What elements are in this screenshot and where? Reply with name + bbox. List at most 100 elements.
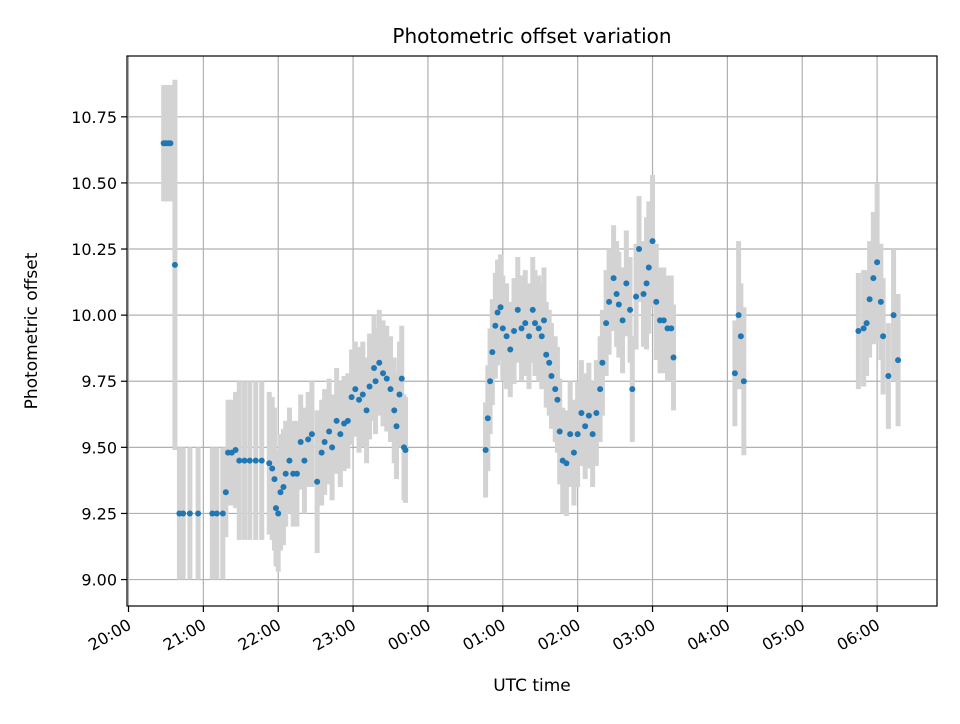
data-point <box>171 261 178 268</box>
data-point <box>286 457 293 464</box>
data-point <box>391 407 398 414</box>
data-point <box>540 317 547 324</box>
data-point <box>186 510 193 517</box>
data-point <box>660 317 667 324</box>
data-point <box>548 372 555 379</box>
x-tick-label: 01:00 <box>459 615 508 655</box>
data-point <box>589 431 596 438</box>
data-point <box>623 280 630 287</box>
data-point <box>874 259 881 266</box>
data-point <box>552 386 559 393</box>
x-axis-label: UTC time <box>493 676 571 696</box>
data-point <box>518 325 525 332</box>
y-tick-label: 10.75 <box>71 108 117 127</box>
data-point <box>383 375 390 382</box>
data-point <box>326 428 333 435</box>
y-tick-label: 9.75 <box>81 372 117 391</box>
data-point <box>236 457 243 464</box>
data-point <box>297 439 304 446</box>
data-point <box>870 275 877 282</box>
data-point <box>372 378 379 385</box>
data-point <box>543 351 550 358</box>
x-tick-label: 23:00 <box>310 615 359 655</box>
data-point <box>668 325 675 332</box>
data-point <box>277 489 284 496</box>
data-point <box>556 428 563 435</box>
data-point <box>396 391 403 398</box>
data-point <box>499 325 506 332</box>
data-point <box>489 349 496 356</box>
data-point <box>213 510 220 517</box>
data-point <box>640 290 647 297</box>
data-point <box>740 378 747 385</box>
data-point <box>535 325 542 332</box>
data-point <box>563 460 570 467</box>
data-point <box>877 298 884 305</box>
data-point <box>252 457 259 464</box>
data-point <box>497 304 504 311</box>
data-point <box>195 510 202 517</box>
error-bars <box>161 79 901 580</box>
data-point <box>514 306 521 313</box>
data-point <box>180 510 187 517</box>
data-point <box>554 396 561 403</box>
data-point <box>599 359 606 366</box>
grid-lines <box>127 56 937 606</box>
data-point <box>272 505 279 512</box>
data-point <box>344 417 351 424</box>
data-point <box>167 140 174 147</box>
data-point <box>610 275 617 282</box>
chart-title: Photometric offset variation <box>392 24 671 48</box>
x-axis: 20:00 21:00 22:00 23:00 00:00 01:00 02:00 03:00… <box>85 606 883 655</box>
y-tick-label: 9.50 <box>81 438 117 457</box>
data-point <box>511 328 518 334</box>
data-point <box>653 298 660 305</box>
data-point <box>629 386 636 393</box>
data-point <box>402 446 409 453</box>
data-point <box>352 386 359 393</box>
data-point <box>363 407 370 414</box>
data-point <box>597 386 604 393</box>
data-point <box>855 328 862 334</box>
data-point <box>348 394 355 401</box>
data-point <box>492 322 499 329</box>
x-tick-label: 20:00 <box>85 615 134 655</box>
data-point <box>731 370 738 377</box>
data-point <box>619 317 626 324</box>
data-point <box>321 439 328 446</box>
data-point <box>222 489 229 496</box>
data-point <box>494 309 501 316</box>
data-point <box>209 510 216 517</box>
data-point <box>359 391 366 398</box>
data-point <box>615 301 622 308</box>
data-point <box>645 264 652 271</box>
data-point <box>282 470 289 477</box>
data-point <box>633 293 640 300</box>
data-point <box>531 320 538 327</box>
data-point <box>890 312 897 319</box>
y-tick-label: 9.25 <box>81 504 117 523</box>
data-point <box>487 378 494 385</box>
data-point <box>613 290 620 297</box>
data-point <box>246 457 253 464</box>
data-point <box>484 415 491 422</box>
y-axis-label: Photometric offset <box>22 252 42 409</box>
data-point <box>578 409 585 416</box>
data-point <box>649 238 656 245</box>
data-point <box>314 478 321 485</box>
data-point <box>570 449 577 456</box>
data-point <box>636 246 643 253</box>
x-tick-label: 00:00 <box>385 615 434 655</box>
data-point <box>606 298 613 305</box>
data-point <box>585 412 592 419</box>
data-point <box>308 431 315 438</box>
data-point <box>885 372 892 379</box>
data-point <box>895 357 902 364</box>
data-point <box>526 333 533 340</box>
x-tick-label: 22:00 <box>235 615 284 655</box>
y-tick-label: 10.00 <box>71 306 117 325</box>
data-point <box>271 476 278 483</box>
data-point <box>305 436 312 443</box>
data-point <box>371 365 378 372</box>
x-tick-label: 04:00 <box>684 615 733 655</box>
